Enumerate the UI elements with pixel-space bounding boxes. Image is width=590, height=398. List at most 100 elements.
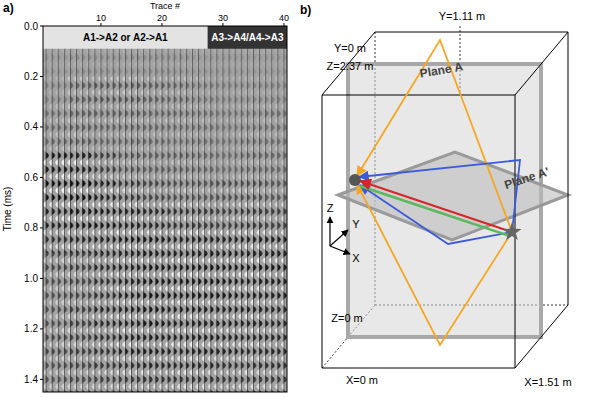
y-tick <box>40 76 43 77</box>
amplitude-cell <box>263 127 287 152</box>
ray-orange <box>357 184 512 345</box>
ray-blue <box>360 185 512 244</box>
amplitude-cell <box>67 127 91 152</box>
amplitude-cell <box>141 76 165 101</box>
ray-red <box>360 181 512 232</box>
amplitude-cell <box>43 354 67 379</box>
amplitude-cell <box>189 379 213 392</box>
amplitude-cell <box>189 76 213 101</box>
amplitude-cell <box>189 127 213 152</box>
amplitude-cell <box>43 76 67 101</box>
y-tick-label: 0.4 <box>24 121 38 132</box>
amplitude-cell <box>116 253 140 278</box>
amplitude-cell <box>189 177 213 202</box>
amplitude-cell <box>116 329 140 354</box>
amplitude-cell <box>214 379 238 392</box>
amplitude-cell <box>214 354 238 379</box>
amplitude-cell <box>116 102 140 127</box>
amplitude-cell <box>141 177 165 202</box>
y-axis-title: Time (ms) <box>2 187 13 232</box>
amplitude-cell <box>67 76 91 101</box>
y-tick-label: 1.2 <box>24 323 38 334</box>
receiver <box>349 174 361 186</box>
amplitude-cell <box>116 203 140 228</box>
amplitude-cell <box>214 177 238 202</box>
amplitude-cell <box>43 304 67 329</box>
amplitude-cell <box>263 304 287 329</box>
amplitude-cell <box>67 152 91 177</box>
y-tick-label: 1.4 <box>24 374 38 385</box>
amplitude-cell <box>238 379 262 392</box>
amplitude-cell <box>116 177 140 202</box>
amplitude-cell <box>189 329 213 354</box>
amplitude-cell <box>92 253 116 278</box>
amplitude-cell <box>67 253 91 278</box>
amplitude-cell <box>43 228 67 253</box>
amplitude-cell <box>67 102 91 127</box>
amplitude-cell <box>263 228 287 253</box>
diagram-label: X=1.51 m <box>524 376 571 388</box>
panel-label: a) <box>3 1 14 15</box>
header-band <box>208 26 287 49</box>
amplitude-cell <box>67 379 91 392</box>
y-tick <box>40 26 43 27</box>
amplitude-cell <box>165 203 189 228</box>
box-top <box>322 32 568 95</box>
amplitude-cell <box>238 253 262 278</box>
x-tick <box>100 23 101 26</box>
diagram-label: Y=0 m <box>334 42 366 54</box>
x-tick-label: 20 <box>157 13 167 23</box>
diagram-label: Z=0 m <box>331 312 362 324</box>
amplitude-cell <box>214 127 238 152</box>
amplitude-cell <box>165 152 189 177</box>
amplitude-cell <box>165 329 189 354</box>
amplitude-cell <box>189 102 213 127</box>
amplitude-cell <box>189 51 213 76</box>
y-tick-label: 0.8 <box>24 222 38 233</box>
amplitude-cell <box>165 354 189 379</box>
amplitude-cell <box>189 354 213 379</box>
amplitude-cell <box>238 228 262 253</box>
amplitude-cell <box>141 304 165 329</box>
amplitude-cell <box>116 304 140 329</box>
amplitude-cell <box>238 203 262 228</box>
diagram-label: Z=2.37 m <box>327 60 374 72</box>
amplitude-cell <box>92 51 116 76</box>
diagram: b)Y=1.11 mY=0 mZ=2.37 mPlane APlane A'ZY… <box>300 3 572 388</box>
amplitude-cell <box>92 203 116 228</box>
plot-frame <box>43 26 287 392</box>
amplitude-cell <box>141 102 165 127</box>
amplitude-cell <box>67 278 91 303</box>
amplitude-cell <box>165 278 189 303</box>
amplitude-cell <box>67 228 91 253</box>
amplitude-cell <box>214 304 238 329</box>
ray-orange <box>357 40 512 232</box>
amplitude-cell <box>116 76 140 101</box>
y-tick-label: 0.2 <box>24 71 38 82</box>
plot-background <box>43 26 287 392</box>
amplitude-cell <box>116 152 140 177</box>
amplitude-cell <box>67 329 91 354</box>
amplitude-cell <box>141 278 165 303</box>
amplitude-cell <box>165 102 189 127</box>
amplitude-cell <box>165 51 189 76</box>
amplitude-cell <box>67 51 91 76</box>
amplitude-cell <box>165 127 189 152</box>
source <box>502 222 521 240</box>
amplitude-cell <box>189 278 213 303</box>
amplitude-cell <box>189 152 213 177</box>
amplitude-cell <box>263 203 287 228</box>
amplitude-cell <box>43 127 67 152</box>
amplitude-cell <box>165 76 189 101</box>
panel-label: b) <box>300 3 311 17</box>
amplitude-cell <box>141 127 165 152</box>
amplitude-cell <box>238 127 262 152</box>
amplitude-cell <box>238 152 262 177</box>
ray-blue <box>359 160 520 232</box>
amplitude-cell <box>67 203 91 228</box>
amplitude-cell <box>165 304 189 329</box>
diagram-label: Plane A' <box>503 164 552 192</box>
amplitude-cell <box>92 76 116 101</box>
y-tick <box>40 379 43 380</box>
amplitude-cell <box>189 304 213 329</box>
